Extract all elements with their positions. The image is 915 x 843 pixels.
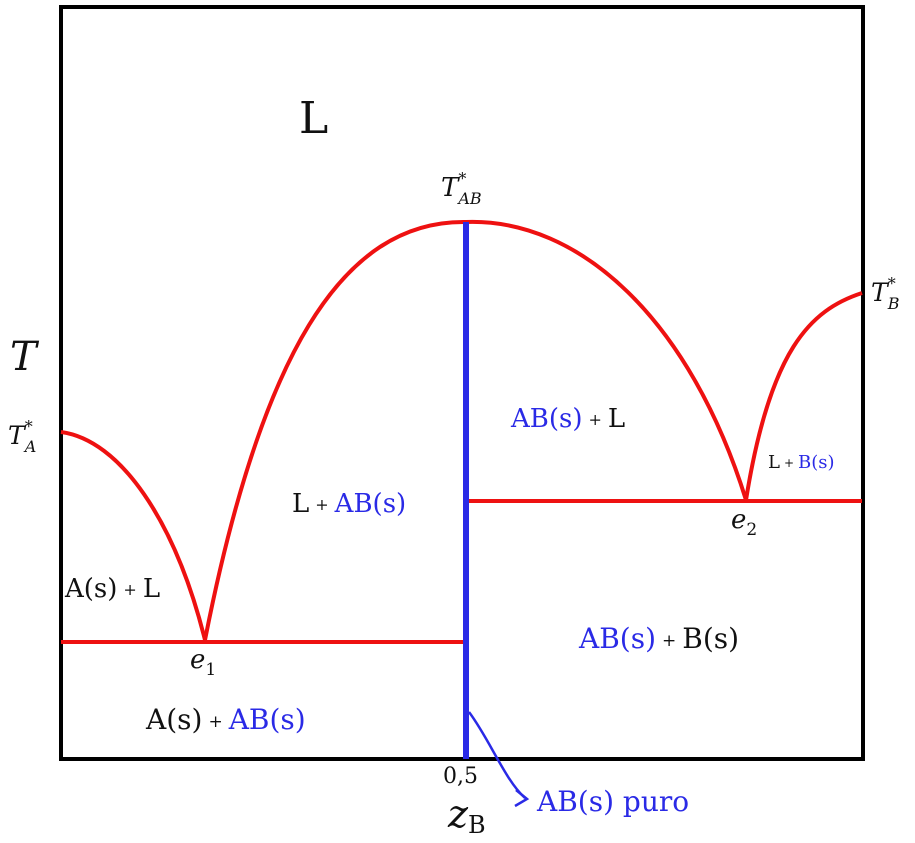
ab-puro-label: AB(s) puro [536, 785, 689, 818]
e2-label: e2 [731, 505, 757, 540]
region-l-label: L [299, 93, 328, 144]
region-a-plus-ab: A(s) + AB(s) [145, 703, 306, 736]
e1-label: e1 [190, 645, 216, 680]
x-axis-label: zB [447, 792, 486, 839]
ab-puro-arrowhead [514, 789, 530, 808]
tab-star-label: T* AB [441, 169, 482, 208]
region-ab-plus-l: AB(s) + L [510, 404, 625, 434]
ta-star-label: T* A [8, 417, 36, 456]
liquidus-curve-right [744, 291, 863, 501]
x-tick-label: 0,5 [443, 764, 478, 789]
region-l-plus-b: L + B(s) [768, 452, 835, 473]
plot-frame [59, 5, 865, 761]
region-a-plus-l: A(s) + L [64, 574, 160, 604]
region-ab-plus-b: AB(s) + B(s) [578, 622, 739, 655]
liquidus-curve-ab-right [465, 219, 748, 501]
liquidus-curve-ab-left [203, 219, 467, 641]
region-l-plus-ab-left: L + AB(s) [292, 489, 406, 519]
tb-star-label: T* B [871, 274, 900, 313]
liquidus-curve-left [60, 430, 207, 641]
t-axis-label: T [10, 334, 40, 380]
